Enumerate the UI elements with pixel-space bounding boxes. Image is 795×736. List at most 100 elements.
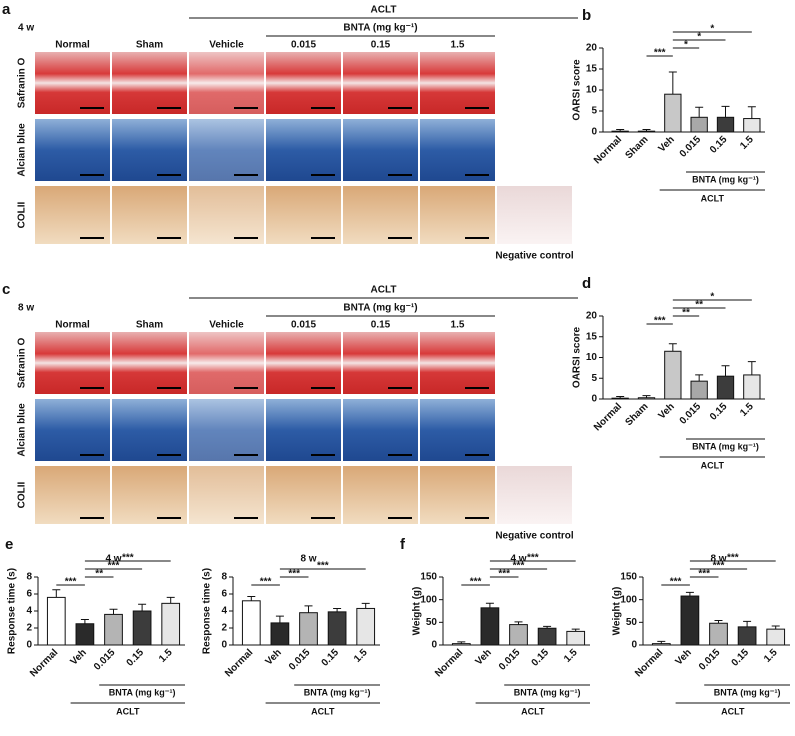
x-tick-label: Sham — [623, 401, 650, 428]
bar — [480, 607, 500, 646]
subgroup-label: BNTA (mg kg⁻¹) — [692, 174, 759, 184]
row-label: COLII — [17, 201, 28, 228]
x-tick-label: Veh — [474, 647, 494, 667]
x-tick-label: Veh — [656, 401, 676, 421]
bar — [46, 596, 66, 646]
subgroup-label: BNTA (mg kg⁻¹) — [343, 303, 417, 314]
error-bar — [642, 128, 651, 132]
bar — [766, 628, 786, 646]
bar — [132, 610, 152, 646]
panel-letter: c — [2, 281, 10, 298]
chart-title: 4 w — [105, 554, 121, 565]
y-tick-label: 20 — [586, 43, 598, 54]
significance-label: *** — [727, 553, 739, 564]
histology-image — [266, 186, 341, 244]
significance-label: ** — [695, 300, 703, 311]
error-bar — [743, 620, 752, 627]
x-tick-label: Normal — [592, 134, 624, 166]
histology-image — [189, 186, 264, 244]
x-tick-label: 0.015 — [678, 401, 704, 427]
x-tick-label: 0.15 — [125, 647, 147, 669]
subgroup-label: BNTA (mg kg⁻¹) — [343, 23, 417, 34]
timepoint: 4 w — [18, 23, 34, 34]
column-label: Normal — [55, 320, 90, 331]
bar — [509, 624, 528, 646]
y-tick-label: 0 — [431, 640, 437, 651]
panel-letter: f — [400, 536, 406, 553]
significance-label: * — [684, 40, 688, 51]
y-tick-label: 100 — [420, 594, 437, 605]
error-bar — [543, 625, 552, 629]
error-bar — [721, 105, 730, 118]
y-tick-label: 15 — [586, 331, 598, 342]
histology-image — [112, 466, 187, 524]
column-label: 0.15 — [371, 40, 391, 51]
error-bar — [138, 603, 147, 611]
subgroup-label: BNTA (mg kg⁻¹) — [304, 687, 371, 697]
x-tick-label: 0.15 — [708, 401, 730, 423]
bar — [709, 622, 728, 646]
x-tick-label: 0.15 — [320, 647, 342, 669]
bar — [664, 350, 682, 400]
y-axis-label: Weight (g) — [412, 587, 423, 636]
column-label: 0.015 — [291, 320, 316, 331]
significance-label: *** — [65, 577, 77, 588]
error-bar — [514, 621, 523, 625]
significance-label: *** — [713, 561, 725, 572]
error-bar — [668, 71, 677, 95]
histology-image — [420, 466, 495, 524]
significance-label: ** — [682, 308, 690, 319]
x-tick-label: 1.5 — [562, 647, 580, 665]
x-tick-label: 0.15 — [530, 647, 552, 669]
y-axis-label: Weight (g) — [612, 587, 623, 636]
x-tick-label: Sham — [623, 134, 650, 161]
y-tick-label: 100 — [620, 594, 637, 605]
y-tick-label: 0 — [591, 394, 597, 405]
error-bar — [80, 619, 89, 624]
y-tick-label: 150 — [620, 572, 637, 583]
subgroup-label: BNTA (mg kg⁻¹) — [714, 687, 781, 697]
y-axis-label: Response time (s) — [202, 568, 213, 654]
significance-label: *** — [698, 569, 710, 580]
chart-title: 8 w — [710, 554, 726, 565]
x-tick-label: Veh — [656, 134, 676, 154]
error-bar — [333, 607, 342, 612]
histology-image — [420, 52, 495, 114]
timepoint: 8 w — [18, 303, 34, 314]
histology-image — [35, 186, 110, 244]
bar — [690, 380, 708, 400]
histology-image — [343, 466, 418, 524]
histology-image — [420, 119, 495, 181]
histology-image — [266, 466, 341, 524]
subgroup-label: BNTA (mg kg⁻¹) — [692, 441, 759, 451]
histology-image — [189, 466, 264, 524]
significance-label: *** — [498, 569, 510, 580]
group-label: ACLT — [116, 706, 140, 716]
negative-control-label: Negative control — [495, 251, 574, 262]
y-tick-label: 50 — [626, 617, 638, 628]
significance-label: *** — [260, 577, 272, 588]
significance-label: *** — [670, 577, 682, 588]
bar — [451, 643, 471, 646]
y-axis-label: OARSI score — [572, 59, 583, 121]
histology-image — [420, 186, 495, 244]
x-tick-label: 1.5 — [762, 647, 780, 665]
y-tick-label: 10 — [586, 352, 598, 363]
y-tick-label: 4 — [221, 606, 227, 617]
bar — [637, 130, 656, 133]
histology-image — [189, 52, 264, 114]
histology-image — [266, 52, 341, 114]
error-bar — [109, 608, 118, 615]
significance-label: *** — [108, 561, 120, 572]
column-label: 0.15 — [371, 320, 391, 331]
bar — [737, 626, 757, 646]
panel-letter: d — [582, 275, 591, 292]
y-tick-label: 4 — [26, 606, 32, 617]
negative-control-label: Negative control — [495, 531, 574, 542]
x-tick-label: 0.15 — [730, 647, 752, 669]
bar — [664, 93, 682, 133]
y-tick-label: 0 — [591, 127, 597, 138]
bar — [680, 595, 700, 646]
error-bar — [616, 396, 625, 399]
x-tick-label: Normal — [592, 401, 624, 433]
